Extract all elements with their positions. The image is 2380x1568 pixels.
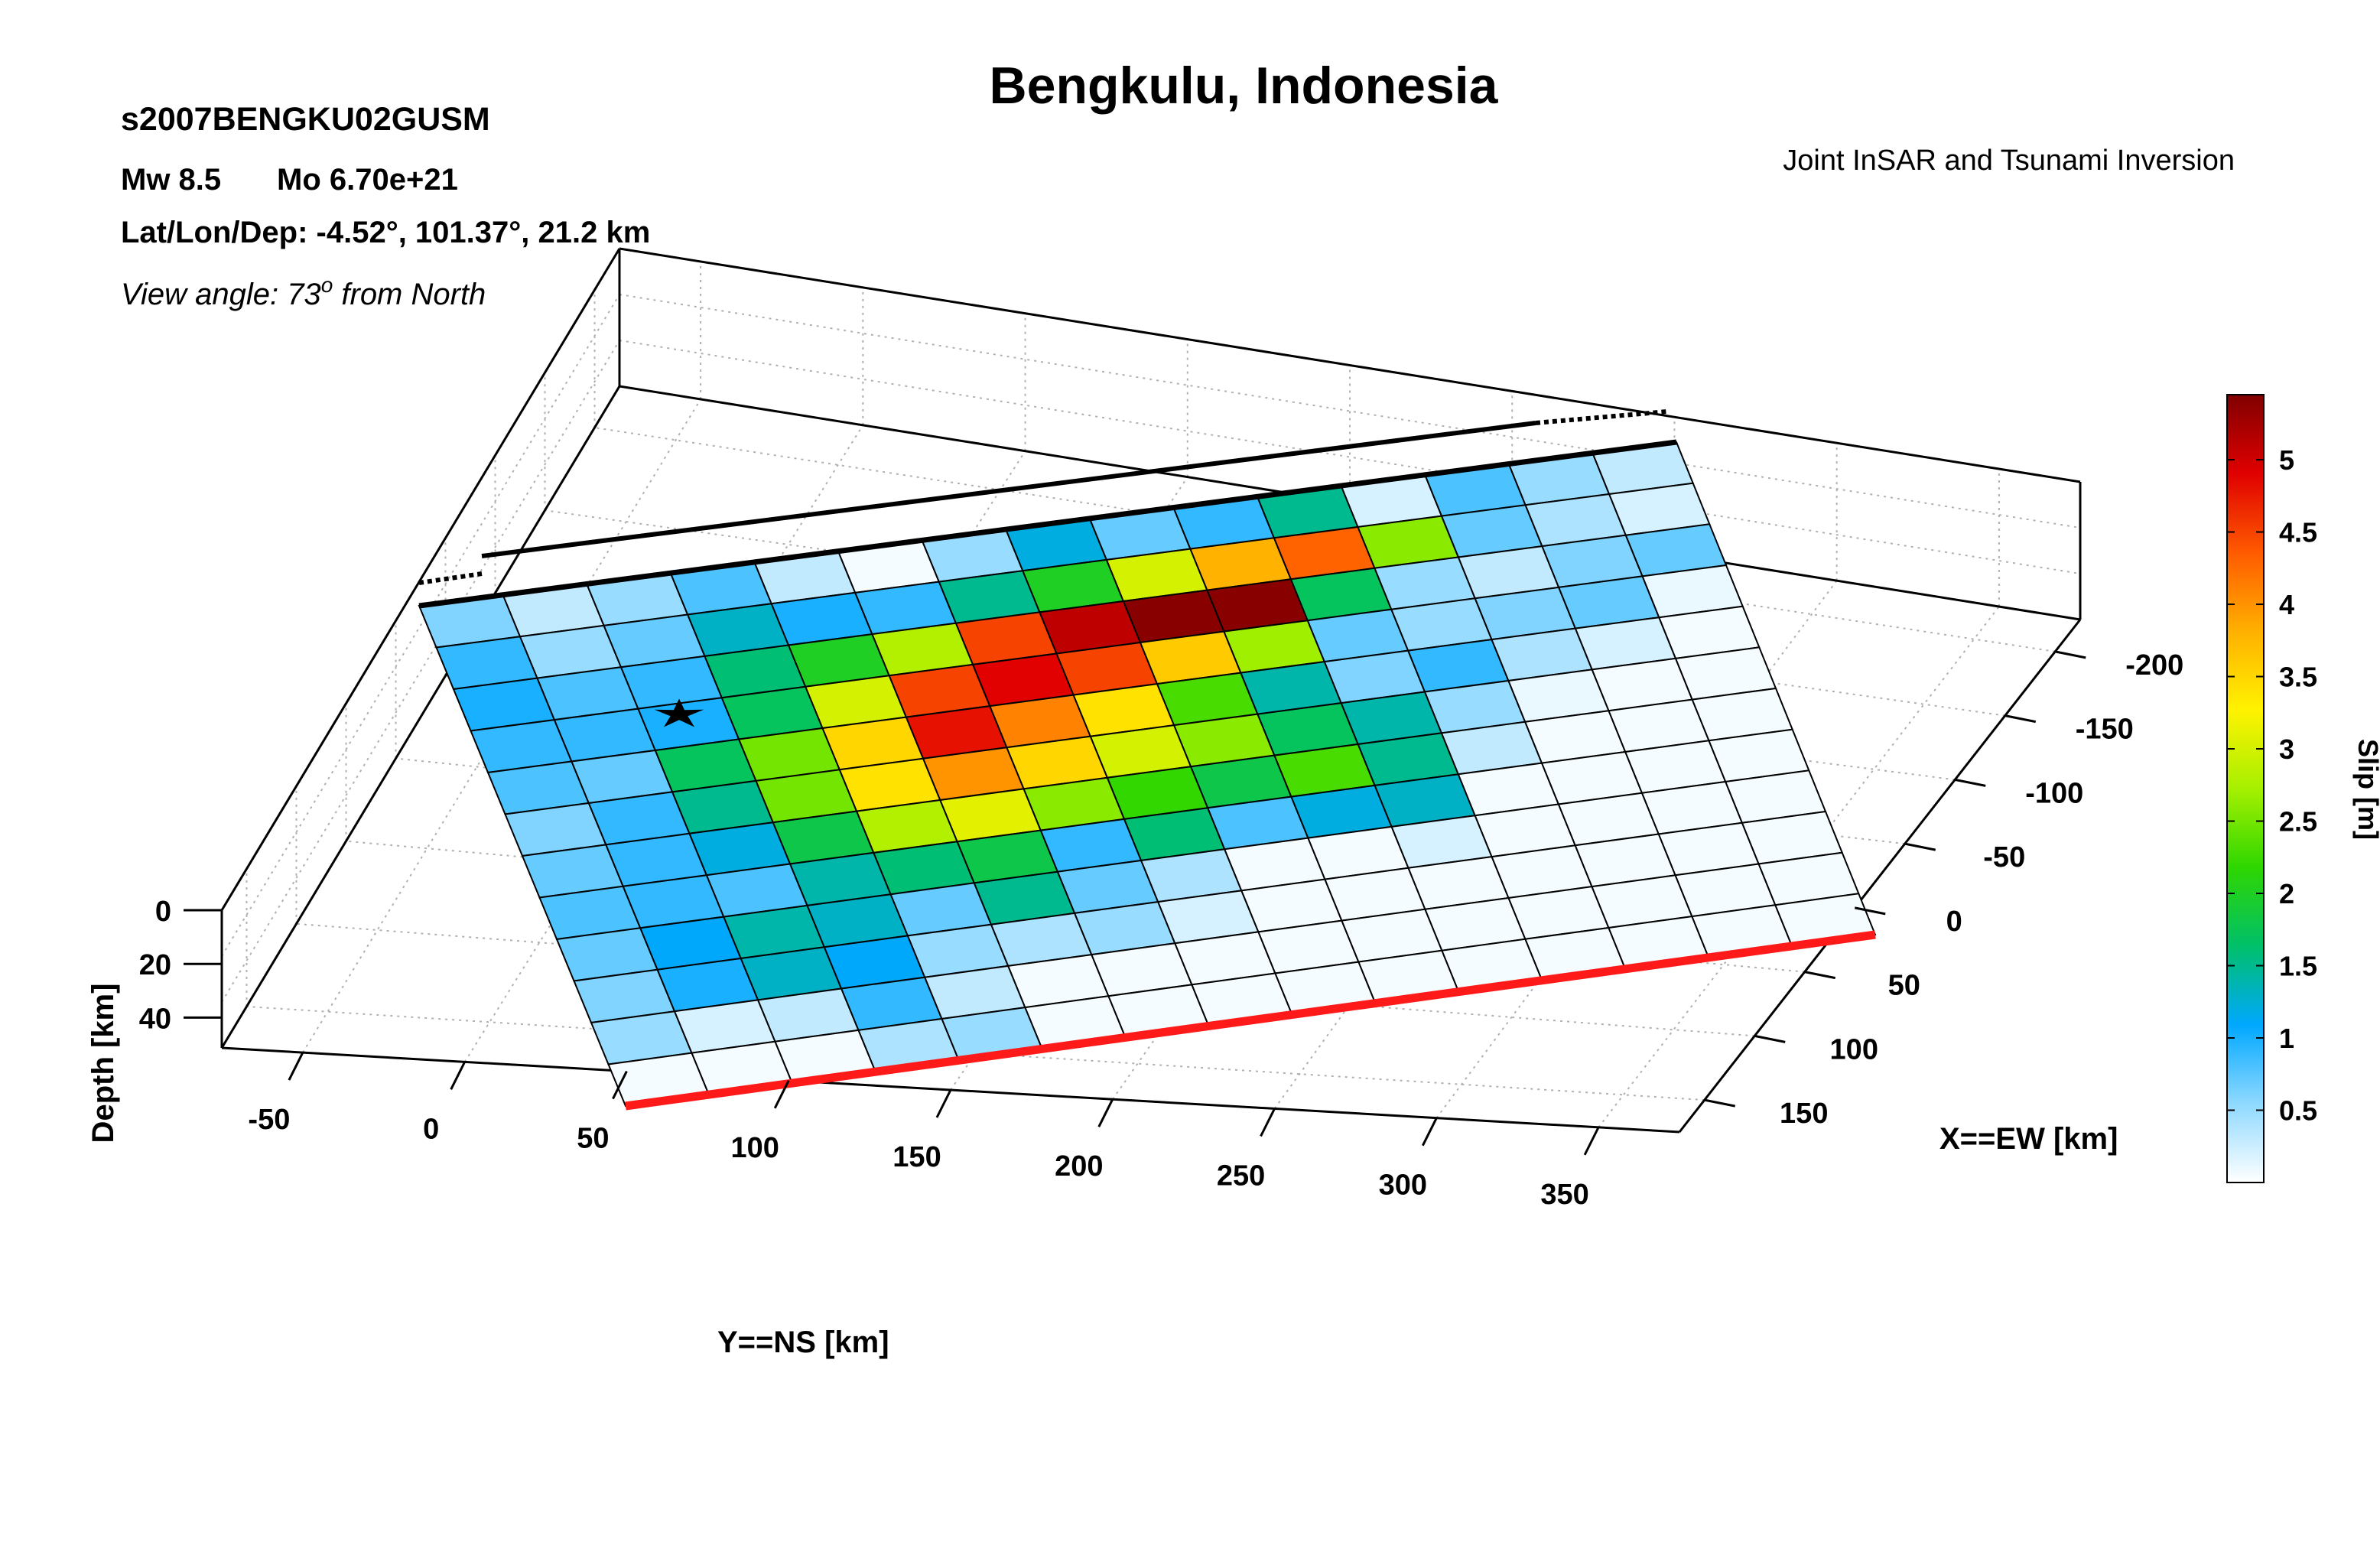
colorbar-tick-label: 3: [2279, 734, 2294, 765]
y-tick-label: 300: [1379, 1169, 1427, 1202]
x-tick-label: 150: [1780, 1098, 1828, 1130]
chart-subtitle: Joint InSAR and Tsunami Inversion: [1783, 145, 2235, 177]
y-axis-label: Y==NS [km]: [717, 1326, 889, 1359]
depth-gridline: [221, 294, 620, 957]
colorbar-tick-label: 5: [2279, 444, 2294, 476]
fault-slip-cells: [418, 441, 1877, 1108]
trench-line: [625, 930, 1876, 1111]
y-tick-label: 250: [1217, 1160, 1265, 1192]
y-tick: [773, 1080, 790, 1109]
x-tick-label: 50: [1888, 970, 1920, 1002]
fault-top-edge: [418, 439, 1677, 609]
x-tick-label: -150: [2076, 714, 2134, 746]
y-tick-label: -50: [248, 1104, 290, 1136]
y-tick: [288, 1052, 304, 1081]
view-angle-prefix: View angle: 73: [121, 278, 321, 311]
moment-mo: Mo 6.70e+21: [277, 163, 458, 197]
event-id: s2007BENGKU02GUSM: [121, 101, 490, 138]
colorbar-tick-label: 1.5: [2279, 951, 2317, 982]
colorbar-tick-label: 1: [2279, 1023, 2294, 1054]
colorbar-tick-label: 4.5: [2279, 517, 2317, 548]
x-tick: [1904, 842, 1936, 851]
y-tick: [1421, 1117, 1438, 1147]
y-tick: [612, 1070, 628, 1100]
y-tick: [1583, 1127, 1600, 1156]
y-tick-label: 100: [731, 1132, 779, 1164]
colorbar-bar: [2226, 394, 2265, 1183]
x-tick: [1754, 1034, 1786, 1043]
y-tick: [1260, 1108, 1276, 1137]
colorbar-tick-label: 4: [2279, 589, 2294, 620]
magnitude-mw: Mw 8.5: [121, 163, 221, 197]
hypocenter-star: [654, 698, 704, 727]
view-angle-suffix: from North: [333, 278, 486, 311]
box-edge: [220, 385, 621, 1049]
y-tick-label: 200: [1055, 1150, 1103, 1183]
depth-gridline: [619, 294, 2081, 529]
view-angle-sup: o: [321, 273, 333, 297]
fault-surface-dashed-start: [418, 571, 483, 585]
fault-surface-projection: [481, 421, 1536, 558]
x-tick: [1854, 906, 1886, 916]
y-tick: [450, 1061, 467, 1091]
colorbar-tick-label: 2: [2279, 878, 2294, 909]
x-tick: [1954, 778, 1986, 787]
depth-gridline: [619, 340, 2081, 574]
y-tick-label: 150: [892, 1141, 941, 1173]
x-tick-label: 100: [1830, 1033, 1878, 1065]
colorbar-tick-label: 0.5: [2279, 1095, 2317, 1127]
floor-gridline: [463, 425, 864, 1062]
box-edge: [220, 248, 621, 911]
x-tick: [2054, 650, 2086, 659]
axis-ticks: -50 0 50 100 150 200 250 300 350-200-150-100-500…: [139, 649, 2184, 1211]
colorbar-tick-label: 3.5: [2279, 662, 2317, 693]
fault-lines: [418, 409, 1876, 1111]
x-tick-label: 0: [1946, 906, 1962, 938]
x-tick-label: -200: [2125, 649, 2183, 682]
location-line: Lat/Lon/Dep: -4.52°, 101.37°, 21.2 km: [121, 216, 650, 249]
z-tick-label: 20: [139, 949, 171, 981]
x-tick: [1804, 971, 1836, 980]
y-tick-label: 350: [1540, 1179, 1588, 1211]
hypocenter-star-icon: [654, 698, 704, 727]
y-tick: [1097, 1098, 1114, 1127]
box-edge: [1678, 619, 2082, 1133]
x-tick-label: -50: [1983, 841, 2025, 873]
x-tick-label: -100: [2025, 777, 2083, 809]
z-tick-label: 0: [155, 896, 171, 928]
z-tick-label: 40: [139, 1003, 171, 1035]
y-tick: [935, 1089, 952, 1118]
y-tick-label: 50: [577, 1123, 609, 1155]
x-tick: [1704, 1098, 1736, 1108]
z-axis-label: Depth [km]: [86, 984, 120, 1143]
colorbar-tick-label: 2.5: [2279, 806, 2317, 838]
box-edge: [619, 247, 2081, 483]
view-angle: View angle: 73o from North: [121, 273, 486, 311]
floor-gridline: [1435, 580, 1838, 1119]
x-axis-label: X==EW [km]: [1939, 1122, 2118, 1156]
x-tick: [2004, 714, 2037, 724]
colorbar-label: Slip [m]: [2352, 739, 2380, 840]
colorbar: 0.5 1 1.5 2 2.5 3 3.5 4 4.5 5: [2226, 394, 2317, 1183]
fault-surface-dashed-end: [1535, 409, 1668, 425]
y-tick-label: 0: [423, 1113, 439, 1145]
chart-title: Bengkulu, Indonesia: [990, 57, 1499, 115]
depth-gridline: [221, 340, 620, 1003]
